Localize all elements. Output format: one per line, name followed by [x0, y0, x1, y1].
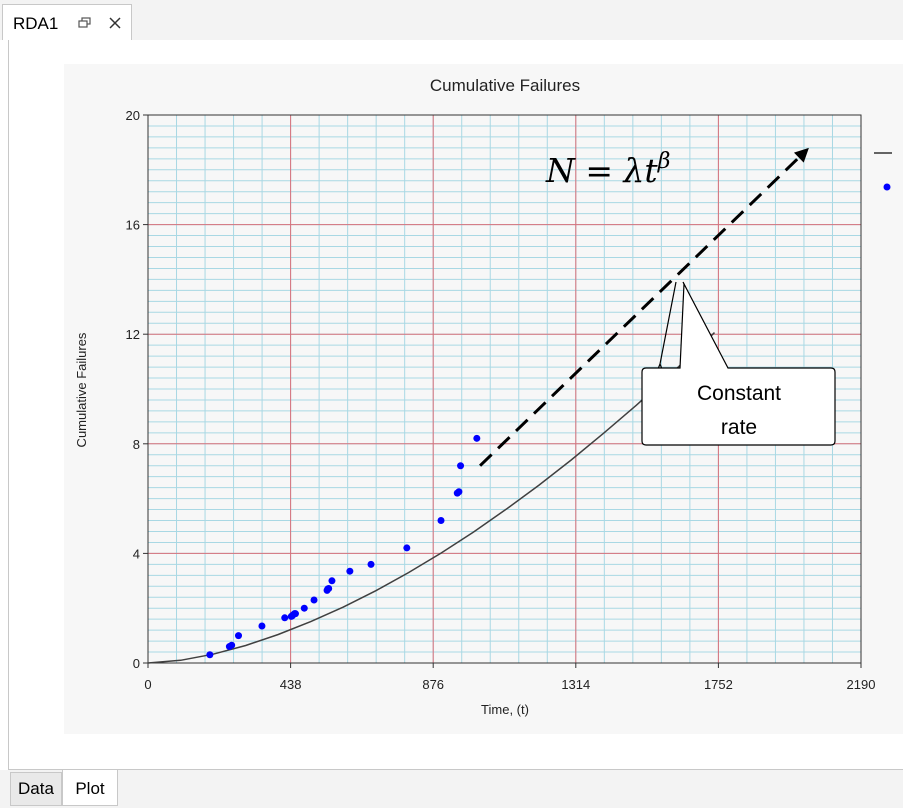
y-tick-label: 8: [133, 437, 140, 452]
x-tick-label: 876: [422, 677, 444, 692]
data-point: [403, 544, 411, 552]
data-point: [281, 614, 289, 622]
x-tick-label: 1752: [704, 677, 733, 692]
x-tick-label: 2190: [847, 677, 876, 692]
x-tick-label: 0: [144, 677, 151, 692]
data-point: [206, 651, 214, 659]
data-point: [291, 610, 299, 618]
data-point: [235, 632, 243, 640]
data-point: [473, 434, 481, 442]
tab-plot[interactable]: Plot: [62, 770, 118, 806]
callout-bubble: [641, 281, 836, 446]
data-point: [228, 641, 236, 649]
callout-line-1: Constant: [697, 382, 781, 405]
callout-line-2: rate: [721, 416, 757, 439]
formula-prefix: N = λt: [545, 151, 658, 190]
y-tick-label: 20: [126, 108, 140, 123]
axis-ticks: [143, 114, 862, 668]
data-point: [325, 584, 333, 592]
data-point: [258, 622, 266, 630]
data-point: [455, 488, 463, 496]
legend-point-marker: [883, 183, 891, 191]
close-icon[interactable]: [107, 15, 123, 31]
data-points: [206, 434, 481, 659]
bottom-tab-strip: Data Plot: [0, 770, 903, 808]
y-tick-label: 0: [133, 656, 140, 671]
chart-panel: Cumulative Failures Time, (t) Cumulative…: [64, 64, 903, 734]
document-tab-strip: RDA1: [0, 0, 903, 40]
tab-data[interactable]: Data: [10, 772, 62, 806]
y-tick-label: 4: [133, 546, 140, 561]
document-tab-title: RDA1: [13, 14, 59, 33]
restore-window-icon[interactable]: [78, 17, 92, 29]
power-law-model-line: [147, 332, 716, 664]
cumulative-failures-chart: Cumulative Failures Time, (t) Cumulative…: [74, 76, 892, 717]
arrow-head: [793, 147, 809, 163]
x-axis-label: Time, (t): [481, 702, 529, 717]
data-point: [457, 462, 465, 470]
data-point: [300, 604, 308, 612]
document-tab-rda1[interactable]: RDA1: [2, 4, 132, 40]
formula-annotation: N = λtβ: [545, 149, 670, 190]
x-tick-label: 1314: [561, 677, 590, 692]
x-tick-labels: 0 438 876 1314 1752 2190: [144, 677, 875, 692]
content-frame: [8, 40, 903, 770]
data-point: [346, 567, 354, 575]
x-tick-label: 438: [280, 677, 302, 692]
y-tick-label: 12: [126, 327, 140, 342]
data-point: [310, 596, 318, 604]
formula-exponent: β: [657, 149, 671, 174]
y-axis-label: Cumulative Failures: [74, 332, 89, 447]
data-point: [367, 560, 375, 568]
y-tick-labels: 0 4 8 12 16 20: [126, 108, 140, 671]
plot-border: [147, 114, 862, 664]
chart-title: Cumulative Failures: [430, 76, 580, 95]
data-point: [437, 517, 445, 525]
data-point: [328, 577, 336, 585]
y-tick-label: 16: [126, 218, 140, 233]
